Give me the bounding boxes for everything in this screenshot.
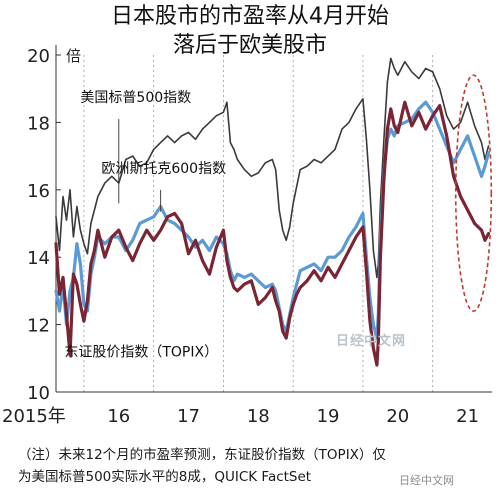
y-tick-label: 14	[27, 248, 50, 269]
x-tick-label: 2015年	[2, 406, 66, 427]
y-tick-label: 12	[27, 316, 50, 337]
y-tick-label: 20	[27, 46, 50, 67]
series-annotation-label: 欧洲斯托克600指数	[101, 161, 226, 177]
chart-note: （注）未来12个月的市盈率预测，东证股价指数（TOPIX）仅 为美国标普500实…	[18, 444, 496, 488]
y-tick-label: 10	[27, 383, 50, 404]
y-axis-unit-label: 倍	[66, 47, 81, 65]
x-tick-label: 16	[107, 406, 130, 427]
series-line-2	[54, 100, 491, 340]
series-annotation-label: 美国标普500指数	[80, 90, 191, 106]
watermark-text: 日经中文网	[336, 334, 407, 349]
x-tick-label: 19	[317, 406, 340, 427]
corner-watermark: 日经中文网	[396, 472, 457, 488]
series-lines	[54, 57, 491, 367]
series-line-3	[54, 100, 491, 367]
highlight-ellipse-group	[454, 74, 493, 312]
chart-area: 10 12 14 16 18 20 倍 2015年 16 17 18 19 20 21 美国标普500指数…	[2, 45, 493, 427]
chart-title: 日本股市的市盈率从4月开始 落后于欧美股市	[0, 2, 500, 60]
chart-title-line-2: 落后于欧美股市	[172, 33, 327, 58]
note-line-1: （注）未来12个月的市盈率预测，东证股价指数（TOPIX）仅	[18, 447, 386, 463]
x-tick-label: 20	[386, 406, 409, 427]
x-tick-label: 17	[177, 406, 200, 427]
y-tick-label: 18	[27, 113, 50, 134]
series-annotation-label: 东证股价指数（TOPIX）	[64, 345, 218, 361]
x-tick-label: 18	[247, 406, 270, 427]
x-tick-label: 21	[456, 406, 479, 427]
note-line-2: 为美国标普500实际水平的8成，QUICK FactSet	[18, 469, 312, 485]
highlight-ellipse	[454, 74, 493, 312]
series-line-1	[55, 57, 490, 279]
y-tick-label: 16	[27, 181, 50, 202]
axes: 10 12 14 16 18 20 倍 2015年 16 17 18 19 20 21	[2, 45, 492, 427]
chart-title-line-1: 日本股市的市盈率从4月开始	[111, 4, 389, 29]
